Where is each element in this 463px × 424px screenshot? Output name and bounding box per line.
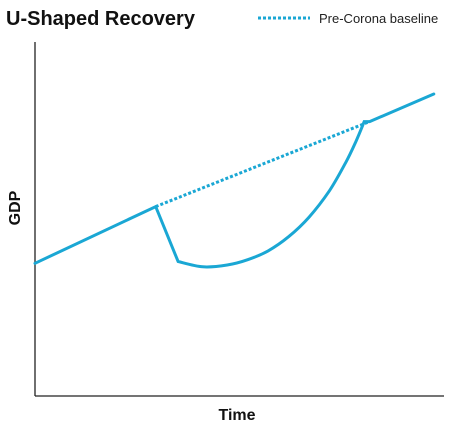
series-layer [33, 92, 436, 269]
x-axis-label: Time [218, 407, 255, 424]
baseline-line [155, 120, 371, 208]
legend: Pre-Corona baseline [258, 11, 438, 26]
actual-line [33, 92, 436, 269]
legend-baseline-label: Pre-Corona baseline [319, 11, 438, 26]
y-axis-label: GDP [7, 190, 24, 225]
chart-title: U-Shaped Recovery [6, 8, 196, 30]
